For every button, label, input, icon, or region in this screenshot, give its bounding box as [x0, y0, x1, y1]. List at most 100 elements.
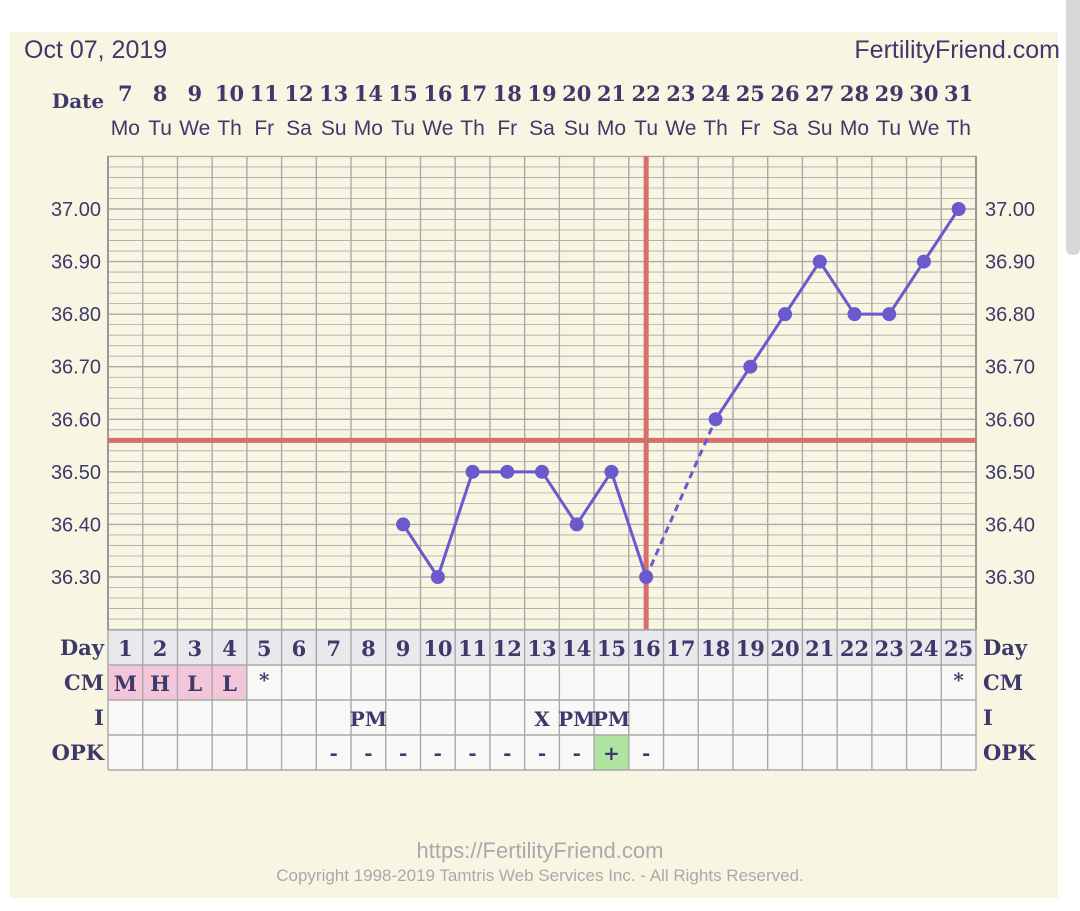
i-cell-text: PM — [558, 707, 595, 731]
cm-cell-highlight — [108, 665, 143, 700]
opk-cell-text: - — [642, 741, 650, 765]
temp-point[interactable] — [951, 202, 966, 216]
y-tick-label-left: 36.80 — [51, 304, 101, 326]
cm-cell-text: H — [150, 671, 170, 696]
row-label-left: CM — [64, 670, 104, 695]
date-tick-label: 27 — [805, 81, 834, 106]
row-label-left: I — [94, 705, 104, 730]
temp-line-dashed — [644, 418, 717, 578]
weekday-label: Su — [321, 117, 347, 140]
temp-point[interactable] — [812, 254, 827, 269]
cycle-day-label: 11 — [458, 636, 487, 661]
temp-point[interactable] — [708, 412, 723, 427]
cycle-day-label: 16 — [632, 636, 661, 661]
weekday-label: Mo — [354, 117, 383, 140]
weekday-label: Fr — [740, 117, 760, 140]
cm-cell-text: * — [953, 668, 964, 692]
opk-cell-text: - — [364, 741, 372, 765]
cycle-day-label: 9 — [396, 636, 411, 661]
weekday-label: We — [179, 117, 210, 140]
weekday-label: Tu — [634, 117, 658, 140]
weekday-label: Fr — [497, 117, 517, 140]
temp-point[interactable] — [743, 359, 758, 374]
date-tick-label: 13 — [319, 81, 348, 106]
data-rows-bg — [108, 665, 976, 770]
temp-point[interactable] — [535, 464, 549, 479]
weekday-label: We — [422, 117, 453, 140]
row-label-left: Day — [60, 635, 105, 660]
opk-cell-text: - — [503, 741, 511, 765]
cycle-day-label: 15 — [597, 636, 626, 661]
y-tick-label-left: 36.50 — [51, 462, 101, 484]
temp-point[interactable] — [396, 517, 411, 532]
temp-line-segment — [783, 260, 822, 315]
temp-line-segment — [401, 523, 440, 578]
weekday-label: Mo — [111, 117, 140, 140]
cycle-day-label: 2 — [153, 636, 168, 661]
temp-point[interactable] — [916, 254, 931, 269]
weekday-label: Tu — [877, 117, 901, 140]
cm-cell-text: * — [259, 668, 270, 692]
date-tick-label: 14 — [354, 81, 383, 106]
weekday-label: Su — [807, 117, 833, 140]
temp-point[interactable] — [882, 307, 897, 322]
row-label-right: CM — [983, 670, 1023, 695]
row-label-right: OPK — [983, 740, 1036, 765]
cm-cell-highlight — [212, 665, 247, 700]
temp-line-segment — [749, 313, 787, 368]
temp-line-segment — [575, 471, 613, 526]
weekday-label: Tu — [391, 117, 415, 140]
temp-line-segment — [818, 260, 856, 315]
opk-cell-text: - — [434, 741, 442, 765]
date-tick-label: 30 — [909, 81, 938, 106]
y-tick-label-left: 36.60 — [51, 409, 101, 431]
date-tick-label: 19 — [527, 81, 556, 106]
date-tick-label: 22 — [632, 81, 661, 106]
cycle-day-label: 24 — [909, 636, 938, 661]
i-cell-text: X — [534, 707, 550, 731]
temp-line-segment — [610, 471, 648, 578]
cycle-day-label: 7 — [326, 636, 341, 661]
temp-point[interactable] — [778, 307, 793, 322]
weekday-label: Mo — [840, 117, 869, 140]
weekday-label: We — [908, 117, 939, 140]
row-label-left: OPK — [52, 740, 105, 765]
y-tick-label-left: 37.00 — [51, 199, 101, 221]
opk-cell-text: - — [399, 741, 407, 765]
cycle-day-label: 20 — [770, 636, 799, 661]
cm-cell-text: L — [222, 671, 237, 696]
y-tick-label-right: 36.70 — [985, 357, 1035, 379]
cm-cell-highlight — [142, 665, 178, 700]
cycle-day-label: 12 — [493, 636, 522, 661]
footer-copyright: Copyright 1998-2019 Tamtris Web Services… — [276, 866, 804, 885]
y-tick-label-left: 36.90 — [51, 252, 101, 274]
temp-point[interactable] — [604, 464, 619, 479]
temp-line-segment — [436, 471, 474, 578]
i-cell-text: PM — [350, 707, 387, 731]
date-tick-label: 25 — [736, 81, 765, 106]
date-tick-label: 11 — [250, 81, 279, 106]
temp-point[interactable] — [847, 307, 862, 322]
temp-point[interactable] — [500, 464, 515, 479]
footer-url[interactable]: https://FertilityFriend.com — [416, 838, 664, 863]
temp-point[interactable] — [639, 570, 654, 584]
weekday-label: Sa — [529, 117, 555, 140]
temp-point[interactable] — [465, 464, 480, 479]
weekday-label: Th — [703, 117, 728, 140]
cycle-day-label: 6 — [292, 636, 307, 661]
temp-point[interactable] — [430, 570, 445, 584]
cycle-day-label: 13 — [527, 636, 556, 661]
date-tick-label: 26 — [770, 81, 799, 106]
day-row-bg — [108, 630, 976, 665]
temp-point[interactable] — [569, 517, 584, 532]
date-tick-label: 23 — [666, 81, 695, 106]
weekday-label: Th — [460, 117, 485, 140]
opk-positive-cell — [594, 735, 629, 770]
y-tick-label-right: 36.60 — [985, 409, 1035, 431]
cycle-day-label: 10 — [423, 636, 452, 661]
weekday-label: Th — [217, 117, 242, 140]
cycle-day-label: 22 — [840, 636, 869, 661]
y-tick-label-right: 36.50 — [985, 462, 1035, 484]
scrollbar[interactable] — [1066, 0, 1080, 255]
